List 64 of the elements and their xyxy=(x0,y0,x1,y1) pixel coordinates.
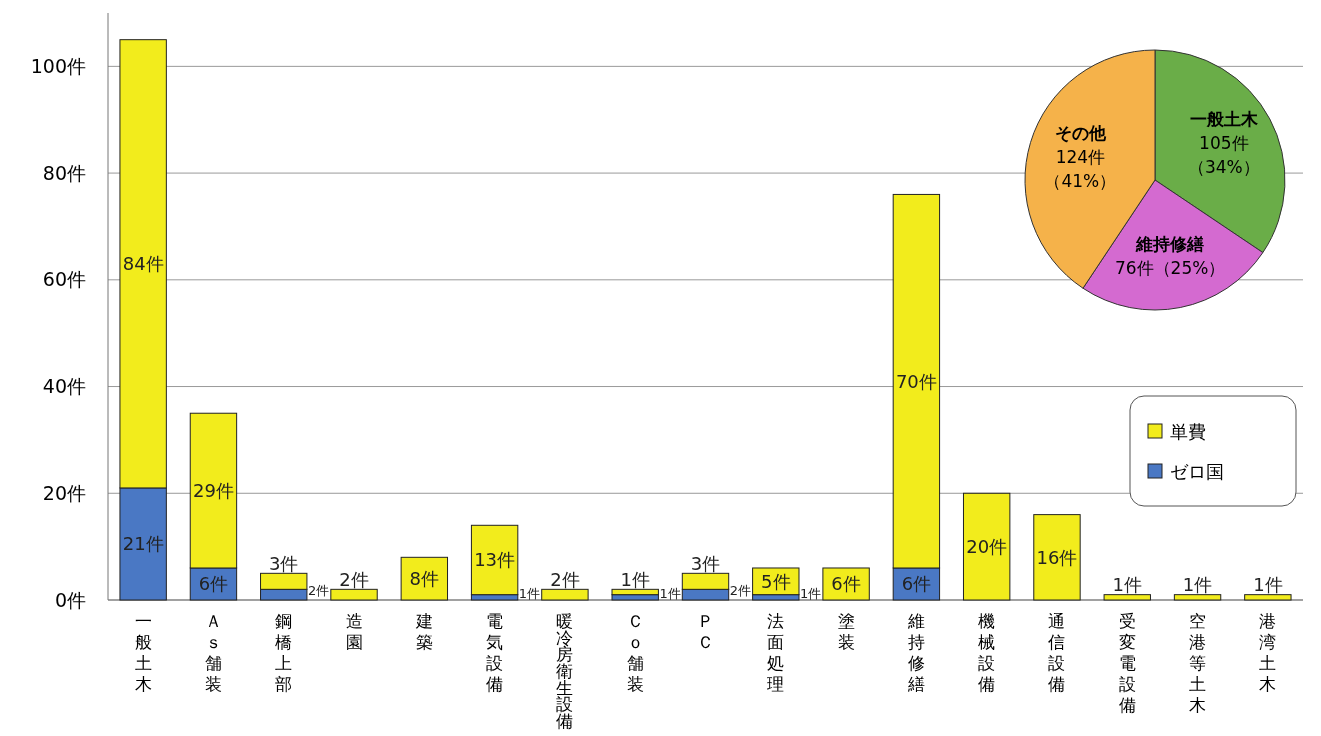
data-label: 8件 xyxy=(409,567,440,589)
x-tick-label: 暖冷房衛生設備 xyxy=(556,612,574,731)
legend-label: 単費 xyxy=(1170,421,1206,443)
x-tick-label: Ａｓ舗装 xyxy=(204,611,222,694)
x-tick-label: 港湾土木 xyxy=(1259,611,1277,694)
y-tick-label: 60件 xyxy=(42,268,86,291)
data-label: 2件 xyxy=(339,568,369,590)
y-tick-label: 40件 xyxy=(42,375,86,398)
x-tick-label: ＰＣ xyxy=(697,611,714,652)
data-label: 1件 xyxy=(1182,573,1213,595)
data-label: 2件 xyxy=(550,568,580,590)
x-tick-label: 通信設備 xyxy=(1048,611,1066,694)
legend-label: ゼロ国 xyxy=(1170,461,1224,483)
bar xyxy=(541,588,589,601)
x-tick-label: 機械設備 xyxy=(978,611,996,694)
data-label: 3件 xyxy=(269,552,299,574)
x-tick-label: 一般土木 xyxy=(134,611,152,694)
y-tick-label: 80件 xyxy=(42,161,86,184)
data-label: 5件 xyxy=(761,570,791,592)
bar xyxy=(1033,514,1081,601)
data-label: 29件 xyxy=(192,479,234,501)
x-tick-label: 電気設備 xyxy=(486,611,504,694)
x-tick-label: 維持修繕 xyxy=(906,611,925,694)
data-label: 20件 xyxy=(966,535,1008,557)
data-label: 1件 xyxy=(620,568,650,590)
x-tick-label: 法面処理 xyxy=(767,611,785,694)
data-label: 2件 xyxy=(307,583,330,599)
bar xyxy=(1244,594,1292,601)
data-label: 6件 xyxy=(198,573,229,595)
bar xyxy=(962,492,1011,601)
data-label: 105件（34%） xyxy=(1187,133,1260,178)
x-tick-label: 受変電設備 xyxy=(1118,611,1136,715)
data-label: 3件 xyxy=(690,552,721,574)
bar xyxy=(400,556,449,601)
slice-label: その他 xyxy=(1054,123,1107,144)
bar xyxy=(1173,594,1222,601)
data-label: 1件 xyxy=(799,585,822,601)
data-label: 76件（25%） xyxy=(1114,258,1226,279)
slice-label: 維持修繕 xyxy=(1135,234,1205,255)
slice-label: 一般土木 xyxy=(1189,109,1259,130)
data-label: 124件（41%） xyxy=(1044,147,1117,192)
x-tick-label: 造園 xyxy=(345,611,363,652)
data-label: 6件 xyxy=(831,573,861,595)
x-tick-label: 塗装 xyxy=(837,611,855,652)
data-label: 13件 xyxy=(474,549,516,571)
y-tick-label: 100件 xyxy=(30,55,86,78)
data-label: 21件 xyxy=(122,533,164,555)
data-label: 1件 xyxy=(1253,573,1283,595)
x-tick-label: Ｃｏ舗装 xyxy=(626,611,644,694)
data-label: 2件 xyxy=(729,583,751,599)
data-label: 70件 xyxy=(895,370,937,392)
x-tick-label: 鋼橋上部 xyxy=(275,611,293,694)
bar xyxy=(330,588,378,601)
x-tick-label: 空港等土木 xyxy=(1189,611,1207,715)
data-label: 84件 xyxy=(122,253,164,275)
data-label: 1件 xyxy=(659,585,681,601)
y-tick-label: 0件 xyxy=(54,588,86,611)
data-label: 1件 xyxy=(518,585,541,601)
bar xyxy=(1103,594,1151,601)
data-label: 16件 xyxy=(1036,546,1078,568)
x-tick-label: 建築 xyxy=(414,611,433,652)
data-label: 6件 xyxy=(901,573,932,595)
y-tick-label: 20件 xyxy=(42,481,86,504)
data-label: 1件 xyxy=(1112,573,1142,595)
